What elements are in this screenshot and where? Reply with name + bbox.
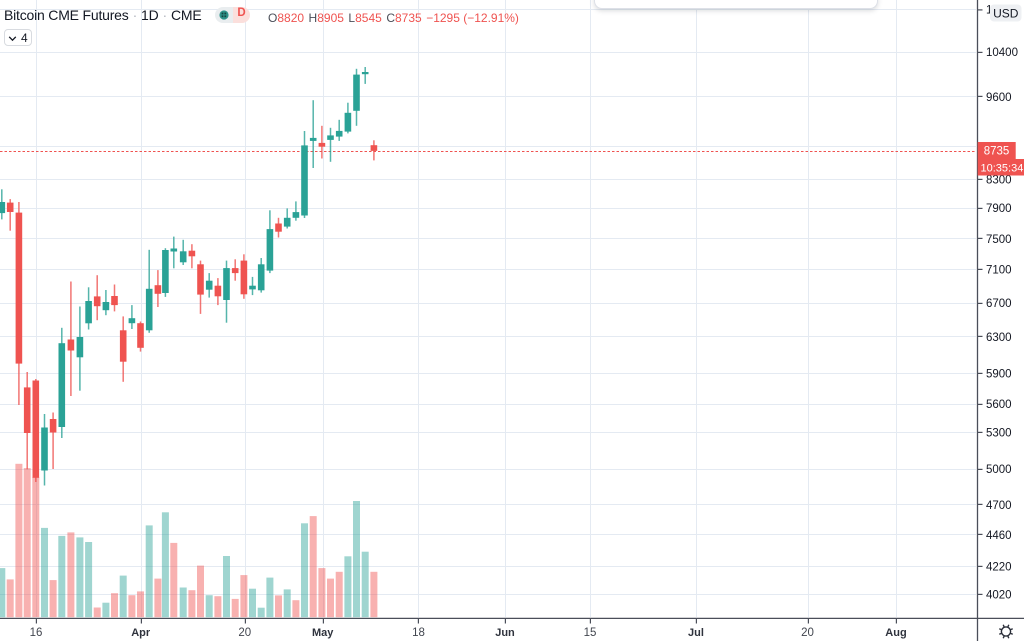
svg-text:Aug: Aug — [885, 627, 906, 639]
svg-text:Jul: Jul — [688, 627, 704, 639]
svg-text:6700: 6700 — [986, 298, 1012, 310]
svg-text:8300: 8300 — [986, 174, 1012, 186]
svg-text:16: 16 — [30, 627, 43, 639]
svg-text:18: 18 — [412, 627, 425, 639]
svg-text:4020: 4020 — [986, 589, 1012, 601]
svg-text:Jun: Jun — [495, 627, 515, 639]
svg-text:20: 20 — [801, 627, 814, 639]
svg-text:6300: 6300 — [986, 332, 1012, 344]
svg-text:4700: 4700 — [986, 500, 1012, 512]
svg-text:10:35:34: 10:35:34 — [981, 163, 1024, 175]
svg-text:1: 1 — [986, 5, 992, 17]
svg-text:7100: 7100 — [986, 264, 1012, 276]
svg-text:15: 15 — [584, 627, 597, 639]
svg-text:8735: 8735 — [984, 146, 1010, 158]
svg-text:20: 20 — [238, 627, 251, 639]
svg-text:5600: 5600 — [986, 399, 1012, 411]
svg-text:4220: 4220 — [986, 561, 1012, 573]
svg-text:4460: 4460 — [986, 530, 1012, 542]
svg-text:9600: 9600 — [986, 92, 1012, 104]
svg-text:5300: 5300 — [986, 427, 1012, 439]
svg-text:10400: 10400 — [986, 47, 1018, 59]
svg-text:7500: 7500 — [986, 234, 1012, 246]
svg-text:5000: 5000 — [986, 464, 1012, 476]
svg-text:USD: USD — [993, 7, 1019, 21]
svg-text:May: May — [312, 627, 334, 639]
svg-text:5900: 5900 — [986, 368, 1012, 380]
svg-text:7900: 7900 — [986, 203, 1012, 215]
svg-text:Apr: Apr — [131, 627, 151, 639]
